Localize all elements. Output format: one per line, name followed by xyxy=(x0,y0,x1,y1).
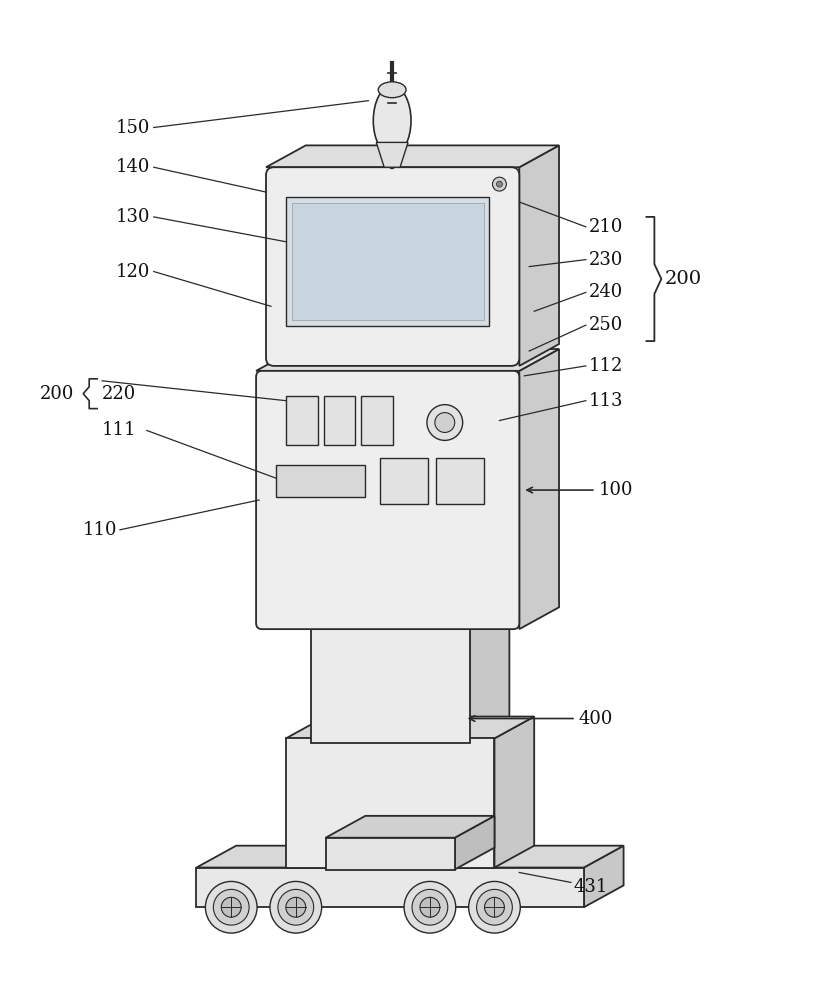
Text: 230: 230 xyxy=(588,251,623,269)
Circle shape xyxy=(286,897,305,917)
Text: 130: 130 xyxy=(115,208,149,226)
Bar xyxy=(286,738,495,868)
Circle shape xyxy=(420,897,440,917)
Polygon shape xyxy=(520,349,559,629)
Circle shape xyxy=(412,889,447,925)
FancyBboxPatch shape xyxy=(256,371,520,629)
Bar xyxy=(324,396,355,445)
Circle shape xyxy=(404,881,456,933)
Bar xyxy=(325,838,455,870)
Text: 250: 250 xyxy=(588,316,623,334)
Polygon shape xyxy=(583,846,623,907)
Text: 120: 120 xyxy=(115,263,149,281)
Polygon shape xyxy=(266,145,559,167)
Circle shape xyxy=(213,889,249,925)
Text: 431: 431 xyxy=(574,878,608,896)
Text: 200: 200 xyxy=(664,270,701,288)
FancyBboxPatch shape xyxy=(266,167,520,366)
Bar xyxy=(276,465,365,497)
Text: 110: 110 xyxy=(82,521,117,539)
Circle shape xyxy=(476,889,512,925)
Bar xyxy=(286,396,318,445)
Polygon shape xyxy=(455,816,495,870)
Circle shape xyxy=(278,889,314,925)
Ellipse shape xyxy=(374,86,411,155)
Circle shape xyxy=(485,897,505,917)
Polygon shape xyxy=(520,145,559,366)
Text: 150: 150 xyxy=(115,119,149,137)
Circle shape xyxy=(222,897,242,917)
Circle shape xyxy=(496,181,502,187)
Polygon shape xyxy=(197,846,623,868)
Polygon shape xyxy=(376,142,408,167)
Text: 200: 200 xyxy=(40,385,75,403)
Circle shape xyxy=(427,405,462,440)
Text: 240: 240 xyxy=(588,283,623,301)
Bar xyxy=(436,458,484,504)
Polygon shape xyxy=(325,816,495,838)
Text: 113: 113 xyxy=(588,392,623,410)
Bar xyxy=(292,203,484,320)
Text: 111: 111 xyxy=(102,421,137,439)
Bar xyxy=(286,197,490,326)
Bar xyxy=(380,458,428,504)
Circle shape xyxy=(205,881,257,933)
Text: 210: 210 xyxy=(588,218,623,236)
Polygon shape xyxy=(256,349,559,371)
Ellipse shape xyxy=(378,82,406,98)
Polygon shape xyxy=(470,607,510,743)
Polygon shape xyxy=(286,717,535,738)
Text: 400: 400 xyxy=(579,710,613,728)
Circle shape xyxy=(492,177,506,191)
Polygon shape xyxy=(310,366,475,371)
Text: 220: 220 xyxy=(102,385,136,403)
Circle shape xyxy=(270,881,322,933)
Bar xyxy=(361,396,393,445)
Bar xyxy=(197,868,583,907)
Bar xyxy=(310,629,470,743)
Polygon shape xyxy=(495,717,535,868)
Text: 112: 112 xyxy=(588,357,623,375)
Text: 140: 140 xyxy=(115,158,149,176)
Text: 100: 100 xyxy=(598,481,633,499)
Circle shape xyxy=(469,881,520,933)
Polygon shape xyxy=(310,607,510,629)
Circle shape xyxy=(435,413,455,432)
